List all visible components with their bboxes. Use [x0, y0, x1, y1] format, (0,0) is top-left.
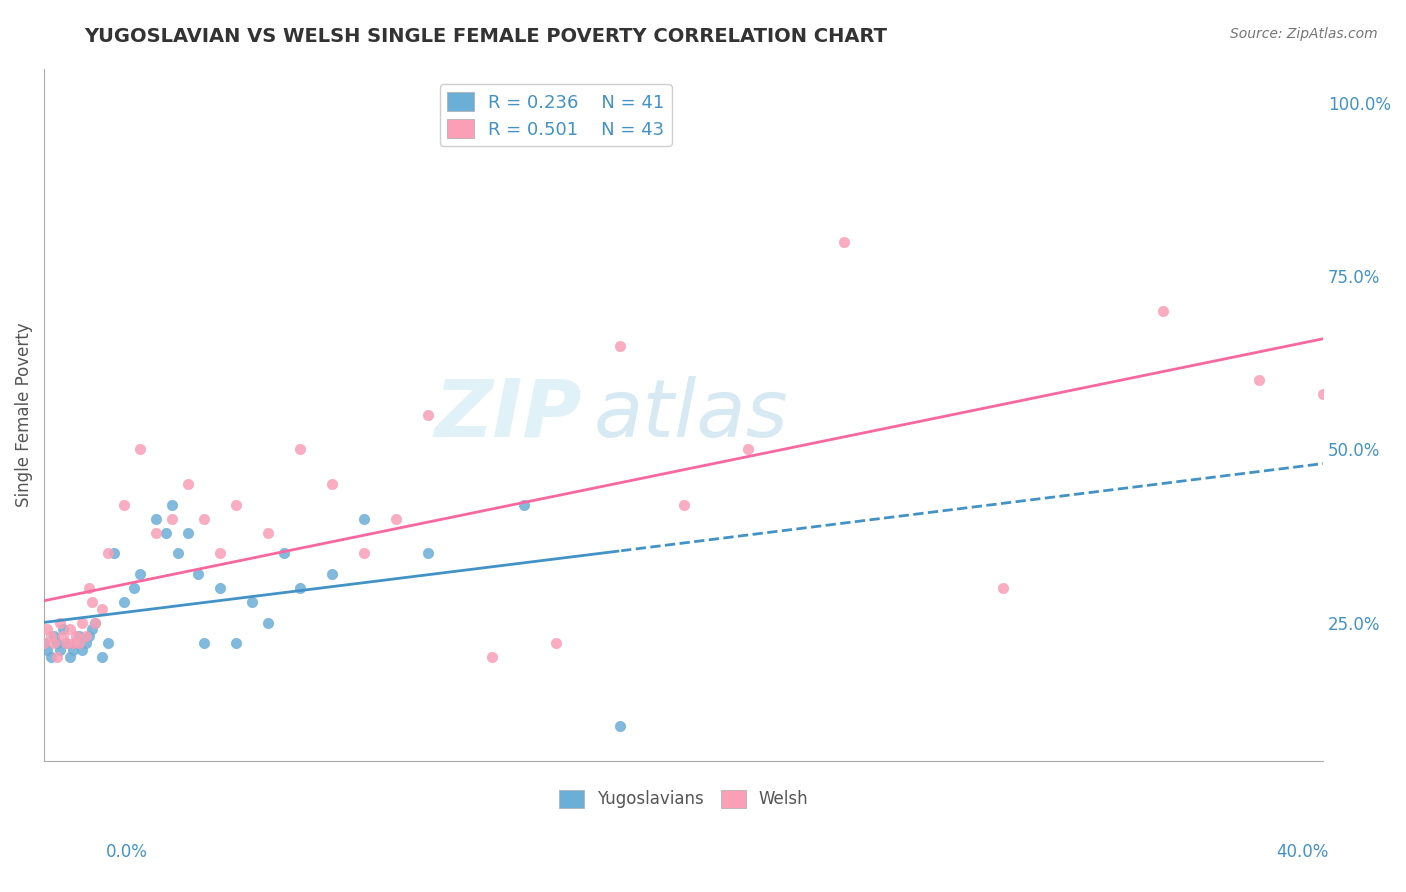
Point — [145, 525, 167, 540]
Point — [208, 546, 231, 560]
Point — [544, 636, 567, 650]
Point — [257, 525, 280, 540]
Y-axis label: Single Female Poverty: Single Female Poverty — [15, 323, 32, 508]
Point — [385, 511, 408, 525]
Text: 0.0%: 0.0% — [105, 843, 148, 861]
Point — [45, 636, 67, 650]
Point — [72, 643, 94, 657]
Point — [37, 623, 59, 637]
Point — [112, 498, 135, 512]
Point — [416, 546, 439, 560]
Point — [59, 623, 82, 637]
Point — [97, 636, 120, 650]
Point — [42, 636, 65, 650]
Point — [80, 595, 103, 609]
Point — [321, 567, 343, 582]
Point — [288, 442, 311, 457]
Point — [177, 477, 200, 491]
Point — [737, 442, 759, 457]
Point — [273, 546, 295, 560]
Point — [75, 629, 97, 643]
Point — [90, 650, 112, 665]
Text: 40.0%: 40.0% — [1277, 843, 1329, 861]
Point — [187, 567, 209, 582]
Point — [122, 581, 145, 595]
Point — [225, 498, 247, 512]
Point — [84, 615, 107, 630]
Point — [225, 636, 247, 650]
Point — [39, 650, 62, 665]
Text: atlas: atlas — [595, 376, 789, 454]
Point — [77, 581, 100, 595]
Point — [160, 498, 183, 512]
Point — [67, 636, 90, 650]
Point — [208, 581, 231, 595]
Point — [84, 615, 107, 630]
Point — [193, 636, 215, 650]
Point — [321, 477, 343, 491]
Point — [353, 546, 375, 560]
Point — [32, 636, 55, 650]
Point — [672, 498, 695, 512]
Point — [288, 581, 311, 595]
Point — [49, 643, 72, 657]
Point — [167, 546, 190, 560]
Point — [59, 650, 82, 665]
Point — [80, 623, 103, 637]
Point — [42, 629, 65, 643]
Point — [513, 498, 536, 512]
Point — [145, 511, 167, 525]
Point — [1312, 387, 1334, 401]
Point — [177, 525, 200, 540]
Point — [481, 650, 503, 665]
Point — [129, 567, 152, 582]
Point — [37, 643, 59, 657]
Point — [52, 629, 75, 643]
Point — [240, 595, 263, 609]
Point — [353, 511, 375, 525]
Point — [193, 511, 215, 525]
Point — [55, 636, 77, 650]
Point — [62, 636, 84, 650]
Point — [609, 338, 631, 352]
Point — [1249, 373, 1271, 387]
Point — [832, 235, 855, 249]
Text: YUGOSLAVIAN VS WELSH SINGLE FEMALE POVERTY CORRELATION CHART: YUGOSLAVIAN VS WELSH SINGLE FEMALE POVER… — [84, 27, 887, 45]
Point — [32, 636, 55, 650]
Point — [90, 601, 112, 615]
Point — [155, 525, 177, 540]
Point — [65, 636, 87, 650]
Point — [52, 623, 75, 637]
Point — [993, 581, 1015, 595]
Point — [257, 615, 280, 630]
Point — [97, 546, 120, 560]
Point — [45, 650, 67, 665]
Point — [1152, 304, 1174, 318]
Point — [77, 629, 100, 643]
Point — [39, 629, 62, 643]
Point — [609, 719, 631, 733]
Point — [65, 629, 87, 643]
Point — [129, 442, 152, 457]
Point — [75, 636, 97, 650]
Point — [416, 408, 439, 422]
Point — [72, 615, 94, 630]
Point — [160, 511, 183, 525]
Point — [62, 643, 84, 657]
Point — [112, 595, 135, 609]
Point — [49, 615, 72, 630]
Point — [67, 629, 90, 643]
Text: ZIP: ZIP — [434, 376, 581, 454]
Point — [55, 636, 77, 650]
Point — [103, 546, 125, 560]
Legend: Yugoslavians, Welsh: Yugoslavians, Welsh — [553, 783, 815, 815]
Text: Source: ZipAtlas.com: Source: ZipAtlas.com — [1230, 27, 1378, 41]
